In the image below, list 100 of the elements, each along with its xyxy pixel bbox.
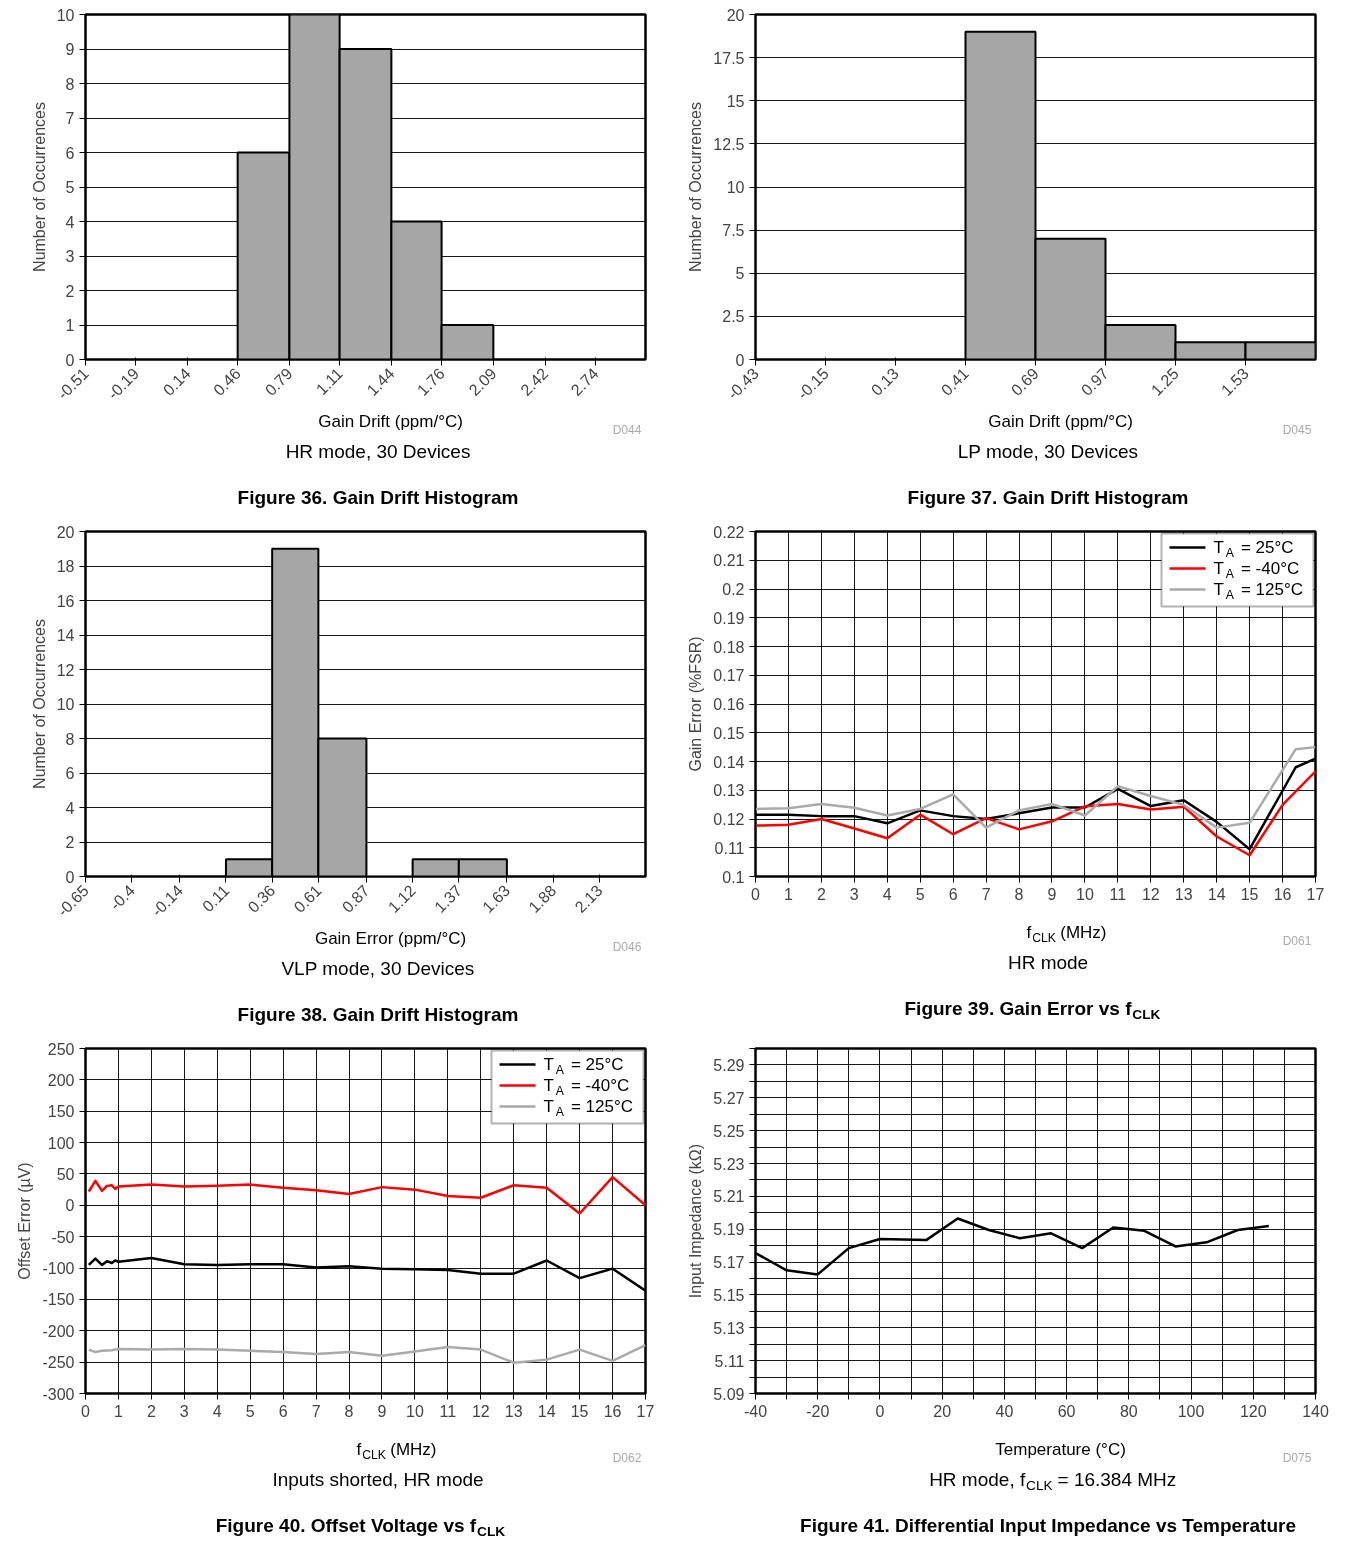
y-tick-label: 250	[47, 1040, 75, 1058]
text: Figure 36. Gain Drift Histogram	[237, 487, 519, 508]
x-tick-label: 100	[1177, 1402, 1205, 1420]
y-axis-title: Number of Occurrences	[687, 102, 705, 272]
x-tick-label: -20	[806, 1402, 830, 1420]
x-tick-label: 5	[915, 885, 925, 903]
y-tick-label: 5.23	[713, 1155, 745, 1173]
y-tick-label: 5.21	[713, 1188, 745, 1206]
x-tick-label: 0.69	[1007, 364, 1042, 399]
y-tick-label: 2	[65, 282, 75, 300]
x-tick-label: 20	[933, 1402, 952, 1420]
y-tick-label: 4	[65, 213, 75, 231]
y-tick-label: 6	[65, 144, 75, 162]
x-tick-label: 1	[783, 885, 793, 903]
y-tick-label: 0.13	[713, 782, 745, 800]
y-tick-label: 0	[735, 351, 745, 369]
x-tick-label: 11	[439, 1402, 457, 1420]
y-tick-label: 6	[65, 765, 75, 782]
x-tick-label: 4	[882, 885, 892, 903]
x-tick-label: 40	[995, 1402, 1014, 1420]
x-tick-label: 14	[1207, 885, 1226, 903]
y-tick-label: 20	[726, 6, 745, 24]
y-tick-label: 50	[56, 1165, 75, 1183]
y-tick-label: 3	[65, 248, 75, 265]
x-axis-title: Gain Error (ppm/°C)	[314, 929, 467, 948]
x-tick-label: 8	[1014, 885, 1024, 903]
y-tick-label: 100	[47, 1134, 75, 1152]
x-tick-label: 6	[948, 885, 958, 903]
x-tick-label: 12	[471, 1402, 490, 1420]
x-tick-label: 0.13	[867, 364, 902, 399]
y-tick-label: 0.2	[722, 581, 745, 598]
x-axis-title: Gain Drift (ppm/°C)	[988, 412, 1133, 431]
x-tick-label: -0.4	[106, 881, 139, 914]
x-tick-label: 0	[751, 885, 761, 903]
y-tick-label: 10	[56, 6, 75, 24]
x-tick-label: 10	[1076, 885, 1094, 903]
x-tick-label: -40	[743, 1402, 768, 1420]
y-tick-label: 0	[65, 868, 75, 886]
x-tick-label: 8	[344, 1402, 354, 1420]
y-tick-label: 12	[56, 661, 75, 679]
text: HR mode	[1007, 952, 1089, 973]
x-tick-label: 0.61	[290, 881, 325, 916]
x-tick-label: 10	[406, 1402, 424, 1420]
x-tick-label: 1	[113, 1402, 123, 1420]
x-tick-label: 80	[1119, 1402, 1138, 1420]
y-axis-title: Number of Occurrences	[30, 619, 48, 789]
y-tick-label: 0.22	[713, 523, 745, 541]
y-tick-label: 0.11	[714, 839, 745, 857]
y-tick-label: 17.5	[713, 49, 745, 67]
y-tick-label: 5.19	[713, 1221, 745, 1239]
y-tick-label: 0.18	[713, 638, 745, 656]
y-axis-title: Number of Occurrences	[30, 102, 48, 272]
text: Figure 37. Gain Drift Histogram	[907, 487, 1189, 508]
x-tick-label: 13	[1174, 885, 1193, 903]
x-tick-label: 5	[245, 1402, 255, 1420]
y-tick-label: 8	[65, 75, 75, 93]
x-tick-label: 3	[179, 1402, 189, 1420]
x-tick-label: 2.13	[571, 881, 606, 916]
x-tick-label: 16	[1273, 885, 1292, 903]
y-tick-label: 0	[65, 351, 75, 369]
y-tick-label: 5	[65, 179, 75, 196]
y-tick-label: 0.12	[713, 811, 745, 828]
x-tick-label: 2	[816, 885, 826, 903]
y-tick-label: 12.5	[713, 135, 745, 153]
text: Figure 38. Gain Drift Histogram	[237, 1004, 519, 1025]
y-tick-label: 9	[65, 41, 75, 58]
text: D046	[612, 939, 642, 954]
x-tick-label: 60	[1057, 1402, 1076, 1420]
y-tick-label: 10	[56, 696, 75, 713]
y-tick-label: 5.27	[713, 1089, 745, 1107]
x-tick-label: 17	[1306, 885, 1325, 903]
x-tick-label: 0.11	[199, 881, 233, 916]
text: LP mode, 30 Devices	[957, 441, 1138, 462]
y-tick-label: 14	[56, 627, 75, 644]
y-tick-label: 5.09	[713, 1385, 745, 1403]
x-axis-title: Temperature (°C)	[995, 1440, 1126, 1459]
y-tick-label: 150	[47, 1103, 75, 1121]
y-tick-label: 5.25	[713, 1122, 745, 1140]
y-tick-label: 7.5	[722, 222, 745, 240]
y-tick-label: 0.1	[722, 868, 745, 886]
x-tick-label: 0	[81, 1402, 91, 1420]
text: Inputs shorted, HR mode	[272, 1469, 484, 1490]
x-tick-label: 4	[212, 1402, 222, 1420]
text: D075	[1282, 1450, 1312, 1465]
y-tick-label: 0.16	[713, 696, 745, 713]
y-tick-label: 8	[65, 730, 75, 748]
x-tick-label: 0.46	[209, 364, 245, 399]
y-tick-label: -300	[42, 1385, 75, 1403]
x-tick-label: 7	[311, 1402, 321, 1420]
y-tick-label: 16	[56, 592, 75, 610]
y-tick-label: 5.29	[713, 1056, 745, 1074]
y-tick-label: -100	[42, 1260, 75, 1278]
x-tick-label: 12	[1141, 885, 1160, 903]
x-tick-label: 0	[875, 1402, 885, 1420]
y-tick-label: 0	[65, 1197, 75, 1215]
y-axis-title: Offset Error (µV)	[16, 1162, 34, 1280]
text: VLP mode, 30 Devices	[281, 958, 475, 979]
text: D044	[612, 422, 642, 437]
x-tick-label: 7	[981, 885, 991, 903]
x-tick-label: 1.11	[312, 364, 347, 399]
